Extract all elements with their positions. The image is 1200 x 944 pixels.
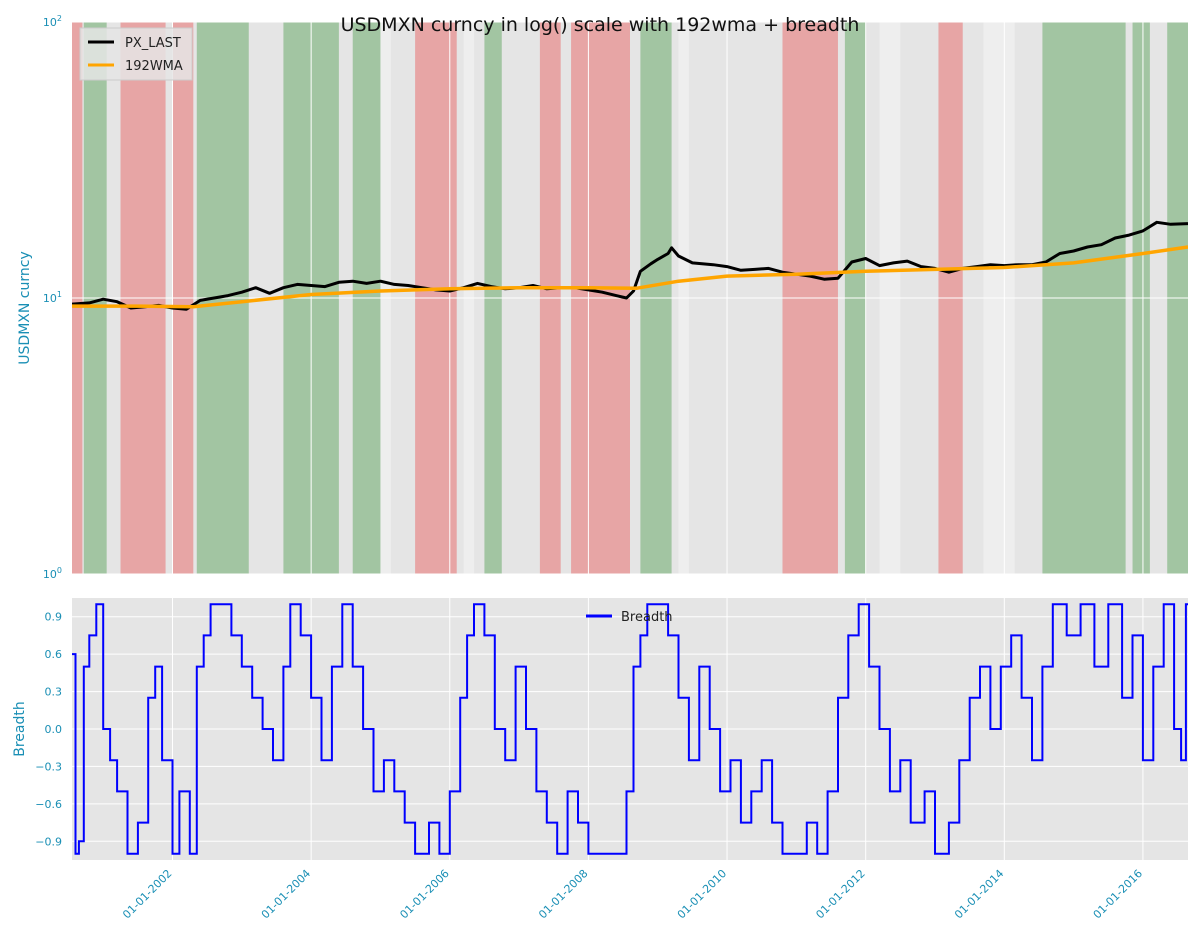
bottom-y-tick-label: 0.0 (45, 723, 63, 736)
top-y-tick-label: 100 (43, 566, 62, 581)
x-tick-label: 01-01-2014 (952, 867, 1006, 921)
bottom-y-axis-label: Breadth (12, 701, 28, 757)
x-tick-label: 01-01-2006 (397, 867, 451, 921)
legend-label-px-last: PX_LAST (125, 36, 181, 51)
top-y-tick-label: 101 (43, 290, 62, 305)
chart-title: USDMXN curncy in log() scale with 192wma… (340, 14, 860, 36)
bottom-y-tick-label: −0.3 (35, 760, 62, 773)
series-line-breadth (72, 603, 1188, 855)
bottom-y-tick-label: 0.9 (45, 611, 63, 624)
x-tick-label: 01-01-2008 (536, 867, 590, 921)
top-legend-box (79, 27, 193, 81)
legend-label-192wma: 192WMA (125, 59, 183, 74)
bottom-y-tick-label: 0.6 (45, 648, 63, 661)
x-tick-label: 01-01-2010 (675, 867, 729, 921)
series-line-192wma (72, 245, 1188, 309)
top-y-tick-label: 102 (43, 14, 62, 29)
x-tick-label: 01-01-2012 (813, 867, 867, 921)
top-y-axis-label: USDMXN curncy (17, 251, 33, 364)
legend-label-breadth: Breadth (621, 610, 673, 625)
bottom-y-tick-label: 0.3 (45, 686, 63, 699)
x-tick-label: 01-01-2016 (1091, 867, 1145, 921)
bottom-y-tick-label: −0.6 (35, 798, 62, 811)
series-line-px-last (72, 220, 1188, 311)
x-tick-label: 01-01-2002 (120, 867, 174, 921)
x-tick-label: 01-01-2004 (259, 867, 313, 921)
bottom-y-tick-label: −0.9 (35, 835, 62, 848)
